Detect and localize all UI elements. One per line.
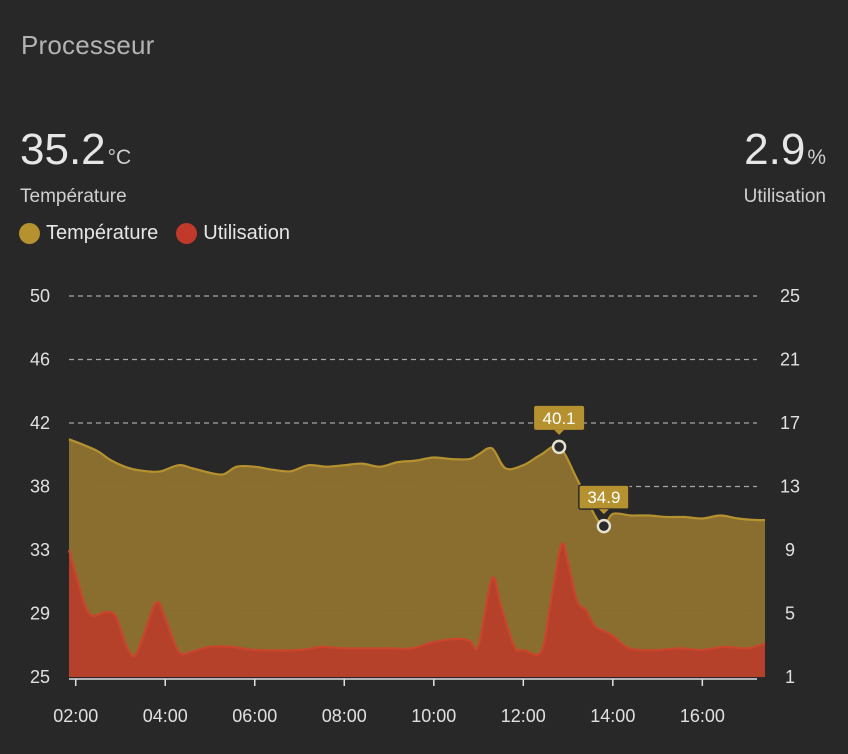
temperature-label: Température (20, 186, 127, 207)
usage-series-area (69, 543, 765, 677)
temperature-series-line (68, 438, 766, 528)
left-tick-label: 50 (30, 286, 50, 306)
left-tick-label: 29 (30, 604, 50, 624)
right-tick-label: 17 (780, 413, 800, 433)
usage-label: Utilisation (743, 186, 826, 207)
usage-value-row: 2.9% (744, 126, 826, 182)
right-tick-label: 5 (785, 604, 795, 624)
legend-label-temperature: Température (46, 222, 159, 244)
legend-item-usage[interactable]: Utilisation (176, 222, 290, 245)
right-tick-label: 21 (780, 350, 800, 370)
highlight-point (551, 439, 567, 455)
usage-value: 2.9 (744, 125, 806, 174)
temperature-value: 35.2 (20, 125, 106, 174)
left-tick-label: 38 (30, 477, 50, 497)
highlight-point (596, 518, 612, 534)
highlight-label: 40.1 (543, 409, 576, 428)
right-tick-label: 1 (785, 667, 795, 687)
x-tick-label: 08:00 (322, 706, 367, 726)
legend-dot-temperature-icon (19, 223, 40, 244)
highlight-label-pointer (554, 429, 565, 435)
x-tick-label: 06:00 (232, 706, 277, 726)
legend-dot-usage-icon (176, 223, 198, 244)
highlight-label: 34.9 (587, 488, 620, 507)
chart-markers: 40.1 34.9 (534, 405, 630, 534)
left-tick-label: 46 (30, 350, 50, 370)
chart-areas (67, 438, 766, 677)
chart-legend: Température Utilisation (19, 222, 308, 245)
x-tick-label: 02:00 (53, 706, 98, 726)
right-axis: 25 21 17 13 9 5 1 (780, 286, 800, 687)
temperature-value-row: 35.2°C (20, 126, 131, 182)
usage-stat: 2.9% Utilisation (744, 126, 826, 208)
right-tick-label: 9 (785, 540, 795, 560)
temperature-unit: °C (107, 146, 132, 169)
legend-label-usage: Utilisation (203, 222, 290, 244)
left-tick-label: 42 (30, 413, 50, 433)
left-axis: 50 46 42 38 33 29 25 (30, 286, 50, 687)
card-title: Processeur (21, 30, 155, 60)
x-axis: 02:00 04:00 06:00 08:00 10:00 12:00 14:00 16:00 (53, 678, 757, 726)
right-tick-label: 25 (780, 286, 800, 306)
temperature-stat: 35.2°C Température (20, 126, 131, 208)
left-tick-label: 25 (30, 667, 50, 687)
x-tick-label: 14:00 (590, 706, 635, 726)
highlight-label-pointer (598, 509, 609, 515)
x-tick-label: 12:00 (501, 706, 546, 726)
left-tick-label: 33 (30, 540, 50, 560)
highlight-label-box (534, 405, 585, 430)
x-tick-label: 16:00 (680, 706, 725, 726)
usage-series-line (67, 542, 766, 658)
usage-unit: % (807, 146, 826, 169)
legend-item-temperature[interactable]: Température (19, 222, 158, 245)
right-tick-label: 13 (780, 477, 800, 497)
x-tick-label: 10:00 (411, 706, 456, 726)
x-tick-label: 04:00 (143, 706, 188, 726)
